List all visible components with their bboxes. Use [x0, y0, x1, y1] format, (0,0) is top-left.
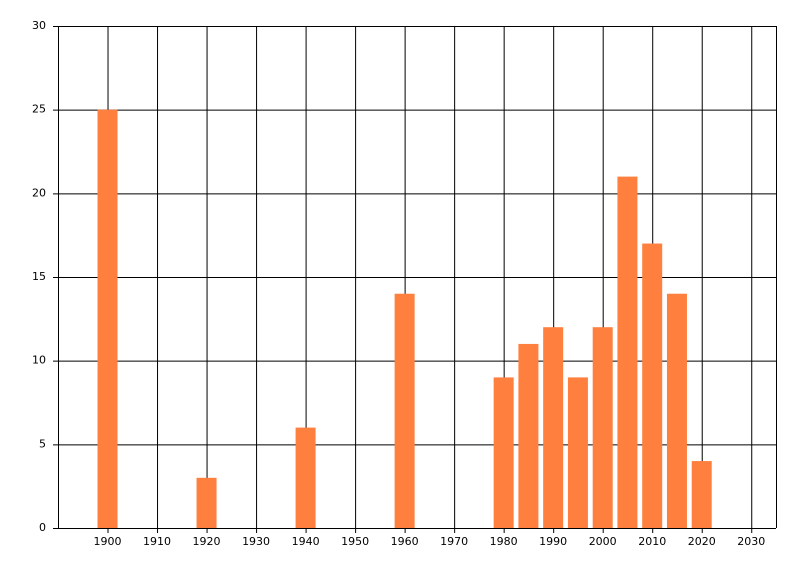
y-tick-label: 10	[32, 354, 46, 367]
bar	[493, 377, 514, 528]
bar	[196, 477, 217, 528]
y-tick-label: 15	[32, 270, 46, 283]
x-tick-label: 2030	[737, 535, 765, 548]
bar	[518, 343, 539, 528]
x-tick-label: 1980	[490, 535, 518, 548]
x-tick-label: 1910	[143, 535, 171, 548]
x-tick-label: 2010	[638, 535, 666, 548]
bar	[543, 327, 564, 528]
y-tick-label: 5	[39, 437, 46, 450]
bar	[567, 377, 588, 528]
bar	[97, 109, 118, 529]
bar	[666, 293, 687, 528]
x-tick-label: 2020	[688, 535, 716, 548]
y-tick-label: 30	[32, 19, 46, 32]
x-tick-label: 1920	[193, 535, 221, 548]
x-tick-label: 1970	[440, 535, 468, 548]
x-tick-label: 1930	[242, 535, 270, 548]
x-tick-label: 1900	[94, 535, 122, 548]
y-tick-label: 20	[32, 186, 46, 199]
bar	[691, 461, 712, 528]
bar	[642, 243, 663, 529]
bar	[295, 427, 316, 528]
x-tick-label: 2000	[589, 535, 617, 548]
x-tick-label: 1990	[539, 535, 567, 548]
x-tick-label: 1950	[341, 535, 369, 548]
y-tick-label: 25	[32, 103, 46, 116]
bar	[617, 176, 638, 528]
x-tick-label: 1940	[292, 535, 320, 548]
x-tick-label: 1960	[391, 535, 419, 548]
y-tick-label: 0	[39, 521, 46, 534]
bar	[592, 327, 613, 528]
bar	[394, 293, 415, 528]
